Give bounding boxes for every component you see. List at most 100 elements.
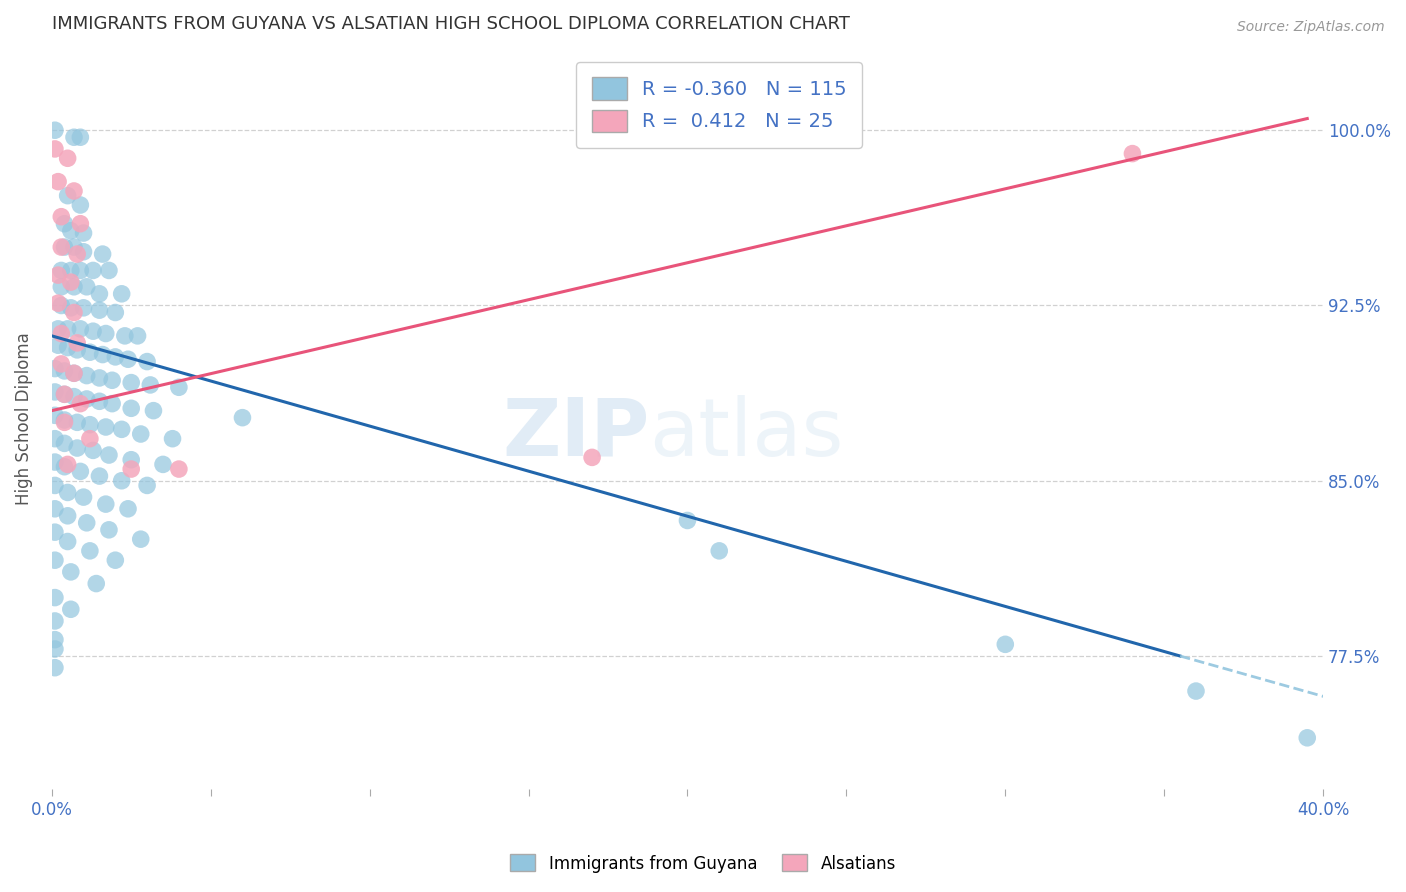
- Point: [79, 544, 101, 558]
- Point: [44, 384, 66, 399]
- Point: [53, 387, 76, 401]
- Point: [63, 390, 86, 404]
- Point: [167, 462, 190, 476]
- Point: [53, 240, 76, 254]
- Point: [59, 275, 82, 289]
- Point: [117, 501, 139, 516]
- Point: [44, 409, 66, 423]
- Point: [79, 345, 101, 359]
- Point: [46, 296, 69, 310]
- Point: [104, 305, 127, 319]
- Legend: R = -0.360   N = 115, R =  0.412   N = 25: R = -0.360 N = 115, R = 0.412 N = 25: [576, 62, 862, 147]
- Point: [53, 459, 76, 474]
- Point: [59, 565, 82, 579]
- Point: [79, 432, 101, 446]
- Point: [162, 432, 184, 446]
- Point: [89, 469, 111, 483]
- Point: [89, 286, 111, 301]
- Point: [44, 432, 66, 446]
- Text: ZIP: ZIP: [502, 394, 650, 473]
- Point: [63, 130, 86, 145]
- Point: [72, 244, 94, 259]
- Point: [46, 338, 69, 352]
- Point: [63, 240, 86, 254]
- Point: [46, 322, 69, 336]
- Point: [82, 443, 104, 458]
- Point: [111, 422, 134, 436]
- Point: [709, 544, 731, 558]
- Point: [56, 458, 79, 472]
- Point: [59, 602, 82, 616]
- Point: [44, 553, 66, 567]
- Point: [104, 553, 127, 567]
- Point: [44, 501, 66, 516]
- Point: [44, 142, 66, 156]
- Point: [46, 175, 69, 189]
- Point: [44, 661, 66, 675]
- Point: [1121, 146, 1143, 161]
- Point: [51, 280, 73, 294]
- Point: [111, 474, 134, 488]
- Point: [101, 373, 124, 387]
- Text: atlas: atlas: [650, 394, 844, 473]
- Point: [44, 632, 66, 647]
- Point: [94, 326, 117, 341]
- Point: [66, 335, 89, 350]
- Point: [51, 357, 73, 371]
- Point: [231, 410, 253, 425]
- Point: [44, 361, 66, 376]
- Point: [97, 448, 120, 462]
- Point: [994, 637, 1017, 651]
- Point: [56, 188, 79, 202]
- Point: [129, 427, 152, 442]
- Y-axis label: High School Diploma: High School Diploma: [15, 333, 32, 505]
- Point: [66, 441, 89, 455]
- Point: [53, 217, 76, 231]
- Point: [129, 532, 152, 546]
- Text: Source: ZipAtlas.com: Source: ZipAtlas.com: [1237, 20, 1385, 34]
- Point: [56, 534, 79, 549]
- Point: [76, 280, 98, 294]
- Point: [66, 247, 89, 261]
- Point: [676, 513, 699, 527]
- Point: [53, 364, 76, 378]
- Point: [72, 490, 94, 504]
- Point: [69, 130, 91, 145]
- Point: [89, 394, 111, 409]
- Point: [69, 263, 91, 277]
- Point: [94, 420, 117, 434]
- Point: [69, 397, 91, 411]
- Point: [51, 326, 73, 341]
- Point: [66, 415, 89, 429]
- Point: [84, 576, 107, 591]
- Point: [66, 343, 89, 357]
- Point: [51, 263, 73, 277]
- Point: [91, 247, 114, 261]
- Point: [69, 464, 91, 478]
- Point: [51, 210, 73, 224]
- Point: [82, 324, 104, 338]
- Point: [82, 263, 104, 277]
- Point: [53, 387, 76, 401]
- Point: [46, 268, 69, 282]
- Point: [94, 497, 117, 511]
- Point: [56, 151, 79, 165]
- Point: [56, 322, 79, 336]
- Point: [127, 329, 149, 343]
- Point: [44, 614, 66, 628]
- Point: [136, 478, 159, 492]
- Point: [53, 436, 76, 450]
- Point: [59, 301, 82, 315]
- Point: [44, 591, 66, 605]
- Point: [44, 642, 66, 657]
- Point: [59, 263, 82, 277]
- Point: [56, 508, 79, 523]
- Point: [56, 485, 79, 500]
- Point: [152, 458, 174, 472]
- Point: [53, 415, 76, 429]
- Text: IMMIGRANTS FROM GUYANA VS ALSATIAN HIGH SCHOOL DIPLOMA CORRELATION CHART: IMMIGRANTS FROM GUYANA VS ALSATIAN HIGH …: [52, 15, 849, 33]
- Point: [69, 198, 91, 212]
- Point: [69, 217, 91, 231]
- Point: [76, 392, 98, 406]
- Point: [63, 280, 86, 294]
